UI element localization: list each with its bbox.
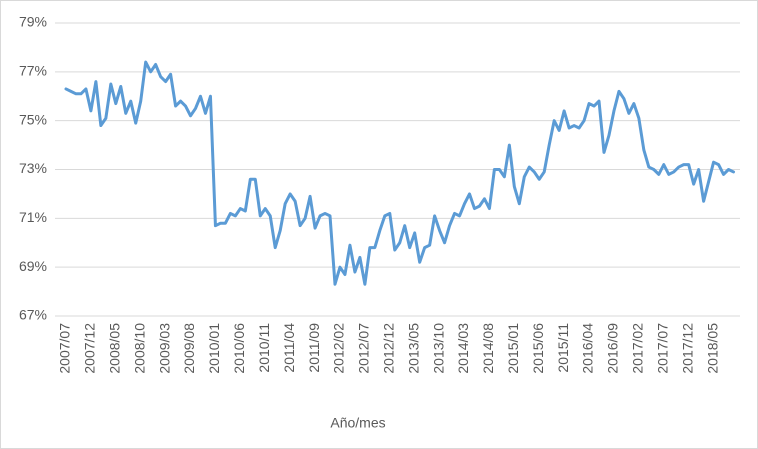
- x-tick-label: 2011/04: [281, 323, 297, 373]
- x-tick-label: 2012/02: [331, 323, 347, 374]
- x-tick-label: 2015/01: [505, 323, 521, 374]
- x-tick-label: 2015/11: [555, 323, 571, 373]
- x-tick-label: 2011/09: [306, 323, 322, 373]
- x-tick-label: 2018/05: [704, 323, 720, 374]
- x-tick-label: 2009/03: [156, 323, 172, 374]
- y-tick-label: 79%: [19, 14, 47, 30]
- y-tick-label: 67%: [19, 307, 47, 323]
- x-tick-label: 2016/09: [605, 323, 621, 374]
- x-tick-label: 2010/01: [206, 323, 222, 374]
- x-tick-label: 2017/12: [679, 323, 695, 374]
- y-tick-label: 73%: [19, 160, 47, 176]
- x-tick-label: 2012/07: [356, 323, 372, 374]
- x-tick-label: 2013/10: [430, 323, 446, 374]
- x-tick-label: 2017/07: [654, 323, 670, 374]
- x-tick-label: 2016/04: [580, 323, 596, 374]
- y-tick-label: 69%: [19, 258, 47, 274]
- x-tick-label: 2007/12: [82, 323, 98, 374]
- data-line: [64, 60, 736, 286]
- x-tick-label: 2007/07: [57, 323, 73, 374]
- x-axis-title: Año/mes: [330, 415, 385, 431]
- x-tick-label: 2009/08: [181, 323, 197, 374]
- x-tick-label: 2008/10: [131, 323, 147, 374]
- y-tick-label: 71%: [19, 209, 47, 225]
- x-tick-label: 2010/06: [231, 323, 247, 374]
- x-tick-label: 2010/11: [256, 323, 272, 373]
- x-tick-label: 2012/12: [380, 323, 396, 374]
- x-tick-label: 2013/05: [405, 323, 421, 374]
- y-tick-label: 75%: [19, 111, 47, 127]
- x-tick-label: 2014/03: [455, 323, 471, 374]
- x-tick-label: 2008/05: [107, 323, 123, 374]
- x-tick-label: 2014/08: [480, 323, 496, 374]
- y-tick-label: 77%: [19, 63, 47, 79]
- x-tick-label: 2015/06: [530, 323, 546, 374]
- x-tick-label: 2017/02: [630, 323, 646, 374]
